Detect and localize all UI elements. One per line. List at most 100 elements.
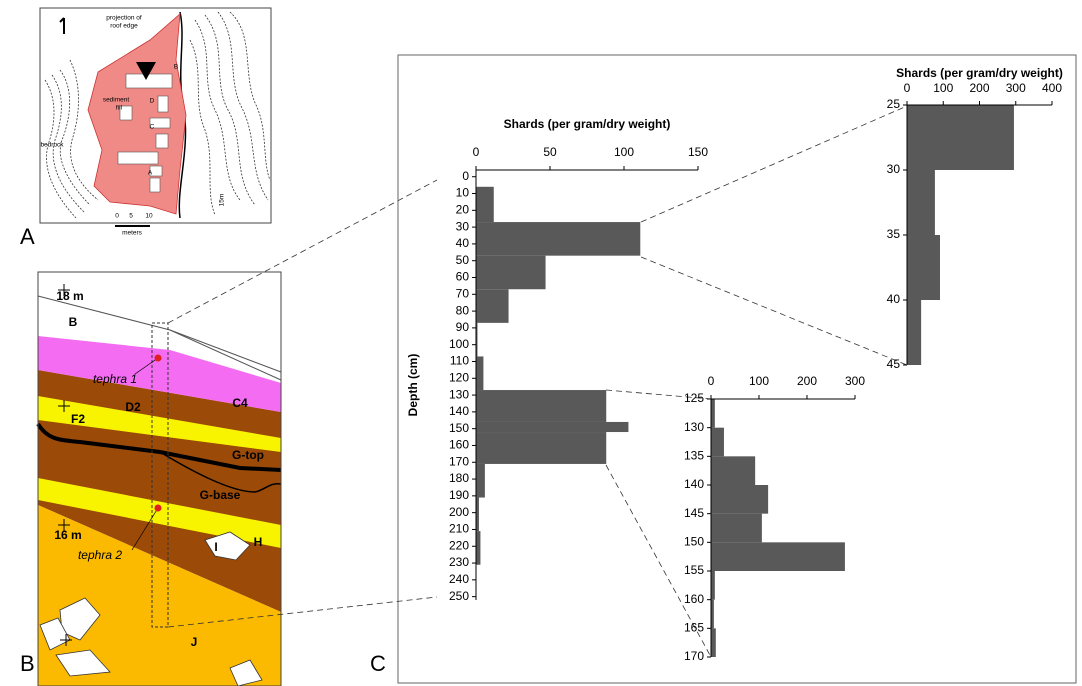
bar [711,542,845,571]
bar [476,432,606,464]
x-tick-label: 0 [473,145,480,159]
bar [907,170,935,235]
bar [711,428,724,457]
figure: ABCprojection ofroof edgeBDCAsedimentfil… [0,0,1082,686]
bar [476,289,509,323]
y-axis-label: Depth (cm) [406,354,420,417]
y-tick-label: 160 [449,438,469,452]
panel-label: B [20,651,35,676]
y-tick-label: 120 [449,370,469,384]
bar [711,399,715,428]
bar [476,464,485,498]
y-tick-label: 100 [449,337,469,351]
chart-title: Shards (per gram/dry weight) [896,66,1063,80]
section-label: tephra 1 [93,372,137,386]
section-label: G-base [200,488,241,502]
y-tick-label: 110 [450,354,469,368]
section-label: D2 [125,400,141,414]
section-label: J [191,635,198,649]
section-label: I [214,540,217,554]
y-tick-label: 40 [456,236,470,250]
y-tick-label: 25 [887,97,901,111]
x-tick-label: 100 [749,374,769,388]
y-tick-label: 60 [456,270,470,284]
y-tick-label: 125 [684,391,704,405]
y-tick-label: 190 [449,488,469,502]
bar [711,571,715,600]
tephra-sample [155,505,162,512]
map-label: fill [116,105,123,112]
section-label: G-top [232,448,264,462]
y-tick-label: 150 [684,535,704,549]
x-tick-label: 50 [543,145,557,159]
x-tick-label: 300 [845,374,865,388]
x-tick-label: 200 [969,81,989,95]
x-tick-label: 300 [1006,81,1026,95]
y-tick-label: 130 [684,420,704,434]
y-tick-label: 170 [449,454,469,468]
x-tick-label: 100 [614,145,634,159]
y-tick-label: 250 [449,589,469,603]
map-label: A [148,170,153,177]
section-label: tephra 2 [78,548,122,562]
bar [907,300,921,365]
y-tick-label: 30 [887,162,901,176]
y-tick-label: 40 [887,292,901,306]
x-tick-label: 0 [708,374,715,388]
y-tick-label: 230 [449,555,469,569]
section-label: H [254,535,263,549]
y-tick-label: 0 [462,169,469,183]
panel-label: A [20,224,35,249]
bar [476,422,628,432]
map-label: C [150,124,155,131]
stratigraphic-section [38,272,281,686]
y-tick-label: 90 [456,320,470,334]
map-label: 5 [129,213,133,220]
panel-label: C [370,651,386,676]
y-tick-label: 140 [449,404,469,418]
x-tick-label: 200 [797,374,817,388]
section-label: B [69,315,78,329]
y-tick-label: 165 [684,621,704,635]
bar [907,105,1014,170]
chart-title: Shards (per gram/dry weight) [504,117,671,131]
map-label: projection of [106,15,142,22]
bar [711,628,716,657]
x-tick-label: 150 [688,145,708,159]
page: ABCprojection ofroof edgeBDCAsedimentfil… [0,0,1082,686]
section-label: F2 [71,412,85,426]
map-label: bedrock [40,142,64,149]
bar [476,187,494,222]
y-tick-label: 155 [684,563,704,577]
y-tick-label: 45 [887,357,901,371]
bar [476,256,546,290]
map-label: sediment [103,97,130,104]
section-label: C4 [232,396,248,410]
y-tick-label: 240 [449,572,469,586]
map-label: 15m [219,194,226,207]
x-tick-label: 400 [1042,81,1062,95]
y-tick-label: 80 [456,303,470,317]
y-tick-label: 170 [684,649,704,663]
site-map [40,8,271,226]
bar [476,222,640,256]
bar [711,514,762,543]
y-tick-label: 210 [449,522,469,536]
y-tick-label: 135 [684,449,704,463]
y-tick-label: 35 [887,227,901,241]
y-tick-label: 145 [684,506,704,520]
map-label: B [174,64,178,71]
x-tick-label: 0 [904,81,911,95]
y-tick-label: 20 [456,202,470,216]
y-tick-label: 220 [449,538,469,552]
map-label: 10 [145,213,153,220]
section-label: 18 m [56,289,83,303]
map-label: meters [122,230,143,237]
bar [711,485,768,514]
y-tick-label: 10 [456,186,470,200]
y-tick-label: 180 [449,471,469,485]
y-tick-label: 160 [684,592,704,606]
map-label: D [150,98,155,105]
y-tick-label: 200 [449,505,469,519]
x-tick-label: 100 [933,81,953,95]
